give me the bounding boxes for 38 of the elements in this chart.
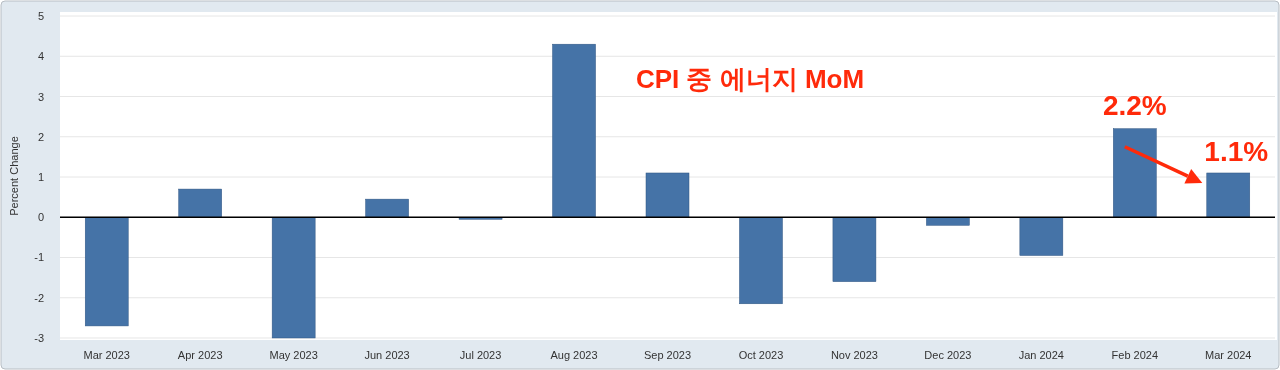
- y-tick-label: -3: [34, 331, 44, 344]
- y-tick-label: 2: [37, 130, 44, 143]
- bar: [271, 217, 316, 339]
- y-tick-label: 3: [37, 90, 44, 103]
- x-tick-label: Apr 2023: [177, 349, 223, 361]
- bar: [739, 217, 783, 305]
- x-tick-label: Jul 2023: [459, 349, 502, 361]
- x-tick-label: Jun 2023: [364, 349, 410, 361]
- bar: [552, 43, 596, 218]
- y-tick-label: 0: [37, 211, 44, 224]
- annotation: 2.2%: [1102, 89, 1167, 121]
- bar: [178, 188, 222, 218]
- y-tick-label: 5: [37, 10, 44, 23]
- x-tick-label: Aug 2023: [550, 349, 598, 361]
- bar: [1019, 217, 1064, 256]
- y-tick-label: -1: [34, 251, 44, 264]
- x-tick-label: Dec 2023: [924, 349, 972, 361]
- x-tick-label: Mar 2024: [1205, 349, 1252, 361]
- text: CPI 중 에너지 MoM: [635, 64, 865, 94]
- bar: [84, 217, 129, 327]
- annotation: 1.1%: [1204, 135, 1269, 167]
- bar: [1206, 172, 1251, 218]
- x-tick-label: Feb 2024: [1111, 349, 1159, 361]
- x-tick-label: Oct 2023: [738, 349, 784, 361]
- bar: [926, 217, 970, 226]
- x-tick-label: Sep 2023: [643, 349, 692, 361]
- bar: [365, 198, 409, 218]
- bar: [645, 172, 690, 218]
- bar: [832, 217, 877, 282]
- y-tick-label: -2: [34, 291, 44, 304]
- bar: [1113, 128, 1157, 218]
- y-tick-label: 4: [37, 50, 44, 63]
- y-tick-label: 1: [37, 171, 44, 184]
- y-axis-title: Percent Change: [8, 136, 20, 216]
- x-tick-label: Jan 2024: [1018, 349, 1064, 361]
- x-tick-label: Mar 2023: [83, 349, 130, 361]
- x-tick-label: May 2023: [269, 349, 318, 361]
- x-tick-label: Nov 2023: [830, 349, 878, 361]
